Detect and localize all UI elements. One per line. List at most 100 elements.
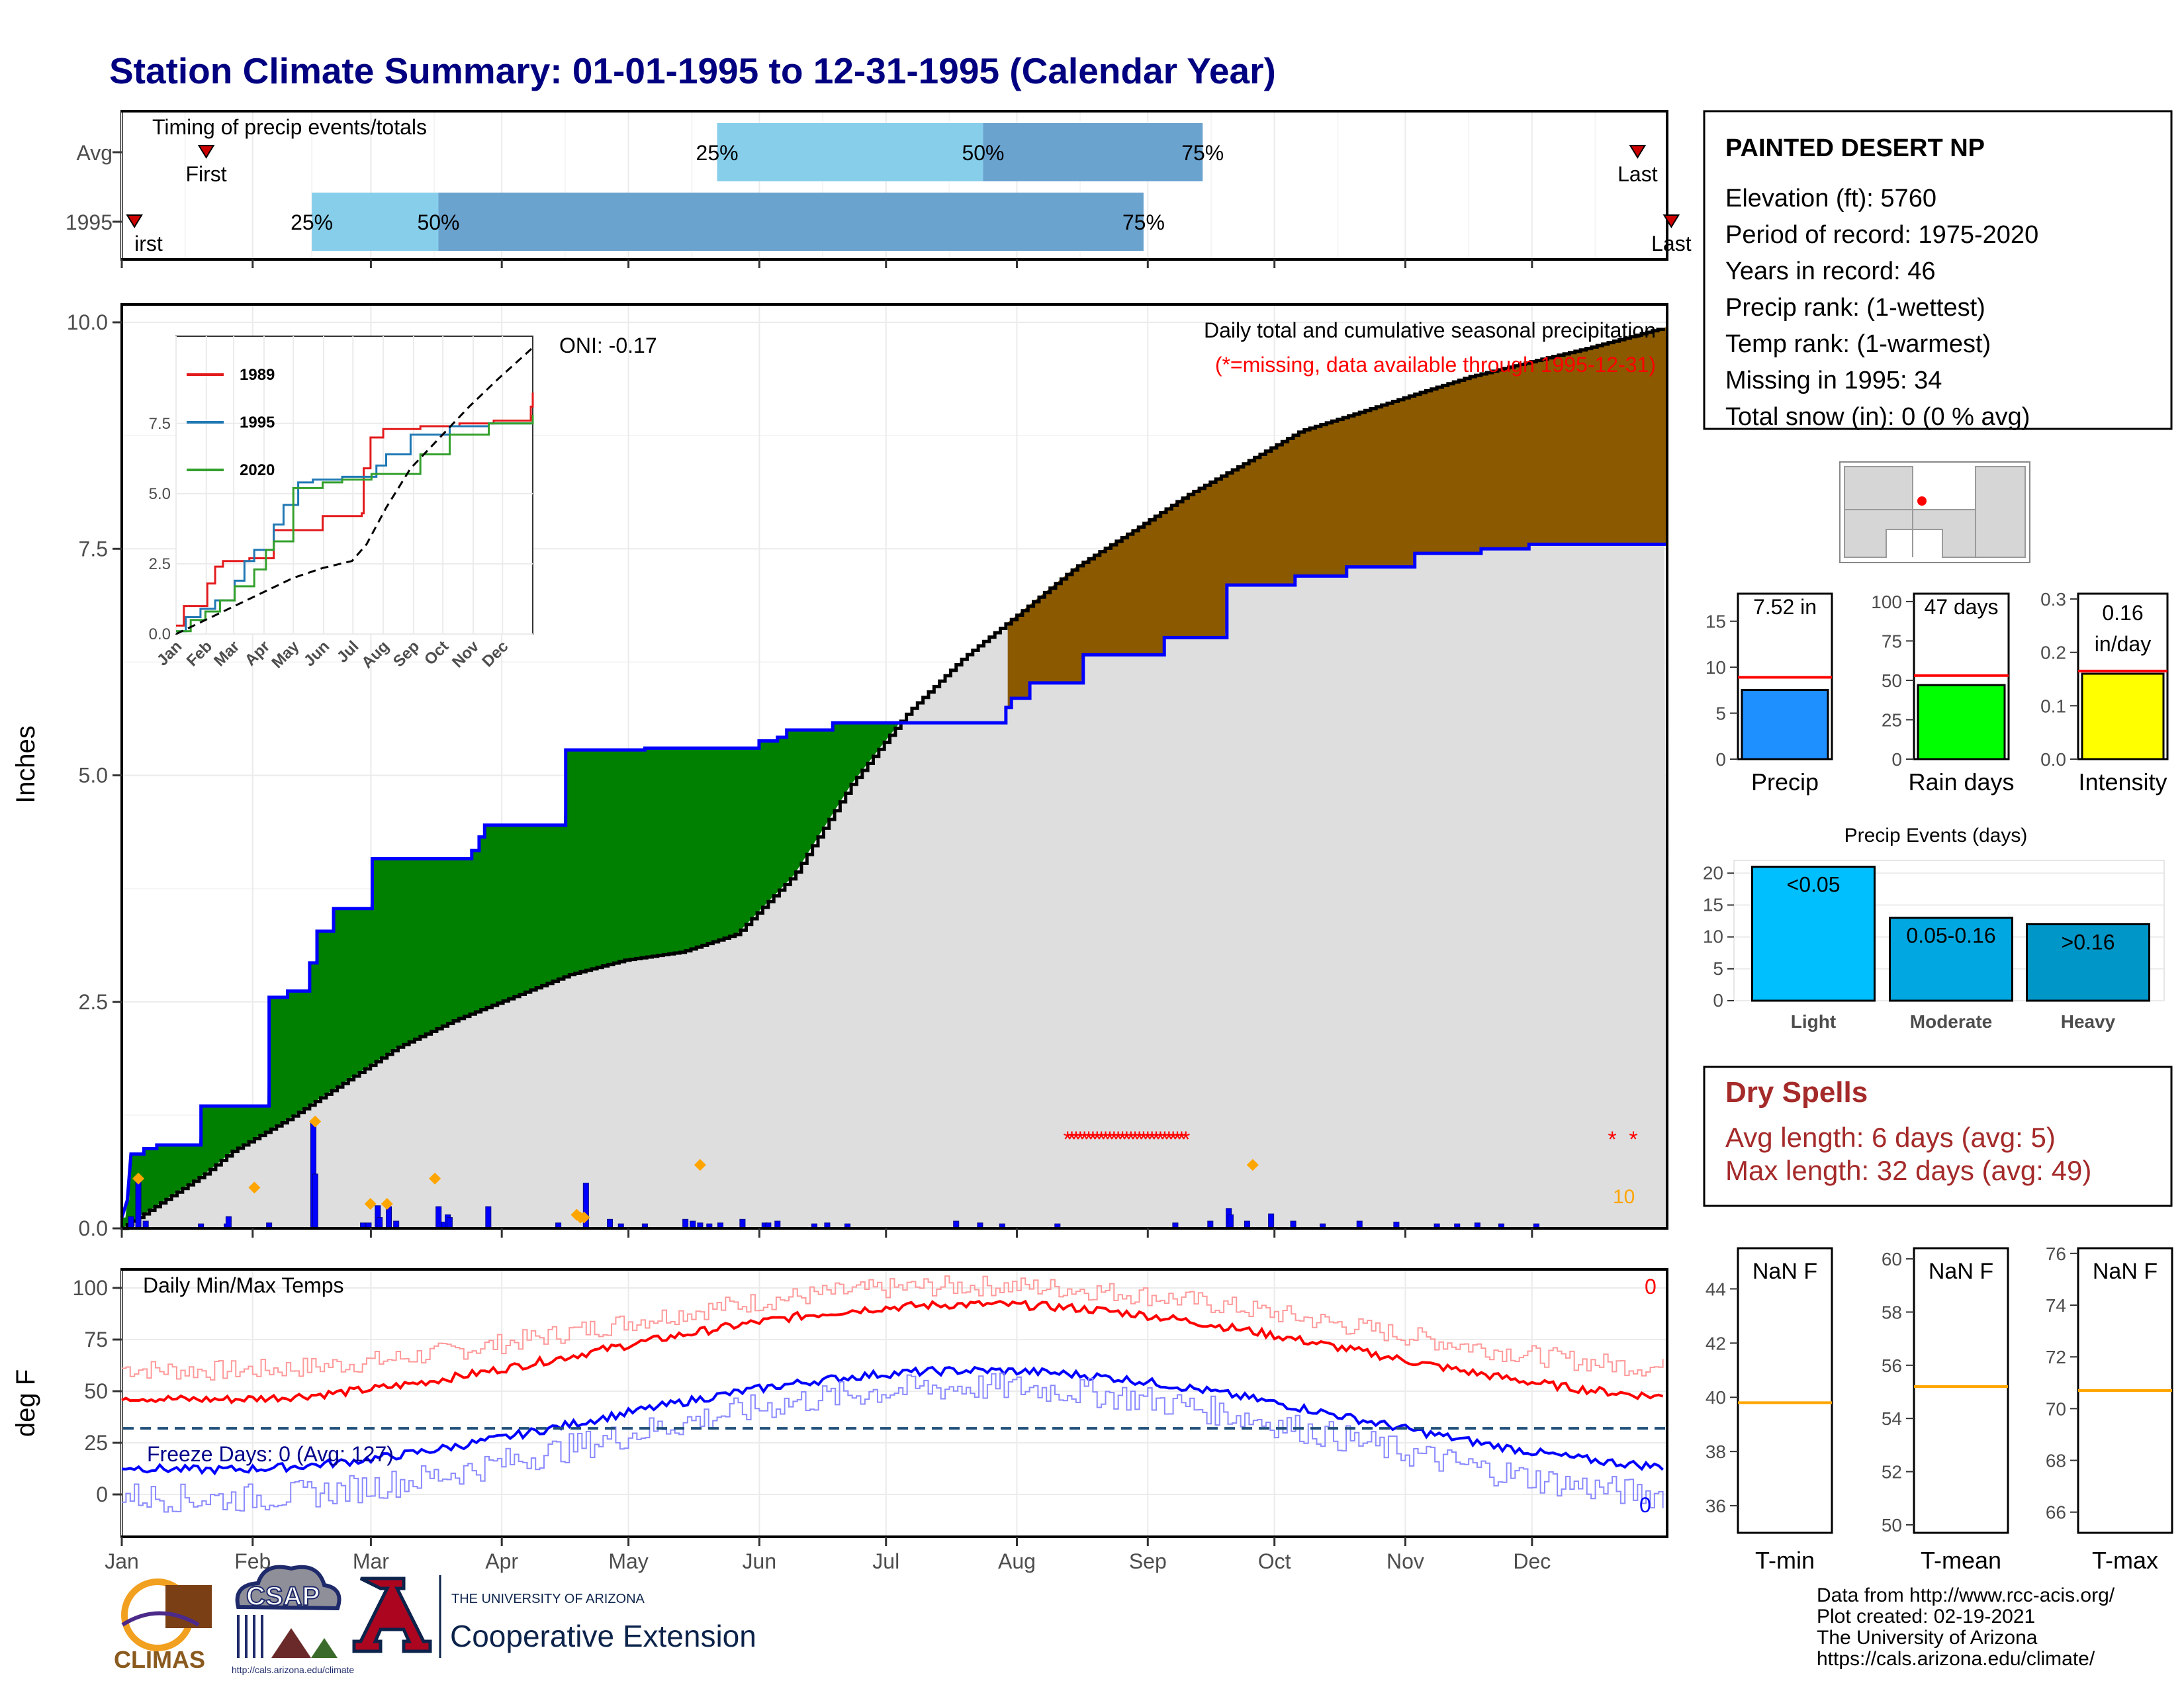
average-max-temp-line xyxy=(121,1299,1664,1404)
footer-credit-line: Data from http://www.rcc-acis.org/ xyxy=(1817,1584,2115,1606)
missing-data-marker: * xyxy=(1063,1127,1071,1152)
missing-data-marker: * xyxy=(1148,1127,1156,1152)
t-box-label: T-mean xyxy=(1921,1547,2001,1574)
temps-ytick-label: 75 xyxy=(84,1328,108,1351)
month-label: May xyxy=(608,1549,648,1573)
events-ytick-label: 10 xyxy=(1703,927,1723,947)
temps-ylabel: deg F xyxy=(11,1369,40,1437)
record-max-temp-line xyxy=(122,1275,1664,1381)
precip-ytick-label: 10 xyxy=(1706,657,1726,678)
first-event-label: irst xyxy=(134,232,163,255)
events-bar-label: <0.05 xyxy=(1787,873,1841,897)
snow-event-marker xyxy=(248,1181,261,1194)
t-box-ytick-label: 72 xyxy=(2046,1347,2066,1367)
station-info-box: PAINTED DESERT NP Elevation (ft): 5760 Pe… xyxy=(1703,110,2173,431)
precip-ytick-label: 7.5 xyxy=(79,537,108,561)
missing-data-marker: * xyxy=(1629,1127,1637,1152)
missing-data-marker: * xyxy=(1126,1127,1135,1152)
daily-precip-bar xyxy=(1227,1214,1234,1229)
events-ytick-label: 15 xyxy=(1703,894,1723,915)
missing-data-marker: * xyxy=(1165,1127,1173,1152)
t-box-ytick-label: 76 xyxy=(2046,1244,2066,1264)
month-label: Oct xyxy=(1258,1549,1291,1573)
freeze-days-label: Freeze Days: 0 (Avg: 127) xyxy=(147,1442,394,1466)
t-box-frame xyxy=(1737,1247,1833,1534)
intensity-label: Intensity xyxy=(2078,768,2167,796)
precip-ylabel: Inches xyxy=(11,725,40,803)
first-event-label: First xyxy=(185,162,226,186)
above-average-area xyxy=(122,723,899,1228)
dry-spells-title: Dry Spells xyxy=(1725,1076,1868,1109)
snow-event-marker xyxy=(132,1172,145,1185)
temps-panel: Daily Min/Max Temps Freeze Days: 0 (Avg:… xyxy=(11,1268,1668,1573)
first-event-marker xyxy=(126,214,143,228)
events-category-label: Heavy xyxy=(2061,1011,2116,1032)
timing-p75-label: 75% xyxy=(1181,141,1224,165)
temps-count-bottom: 0 xyxy=(1639,1493,1651,1517)
timing-bar-50-75 xyxy=(983,123,1203,181)
timing-panel: Timing of precip events/totals Avg 25% 50%… xyxy=(66,110,1692,268)
inset-average-line xyxy=(175,347,534,635)
raindays-value-bar xyxy=(1917,684,2006,760)
missing-data-marker: * xyxy=(1080,1127,1089,1152)
daily-precip-bar xyxy=(128,1216,134,1229)
t-box-value: NaN F xyxy=(2093,1259,2158,1284)
snow-event-marker xyxy=(694,1159,706,1171)
missing-data-marker: * xyxy=(1105,1127,1114,1152)
average-min-temp-line xyxy=(121,1365,1664,1476)
intensity-value-label: 0.16 xyxy=(2102,601,2143,625)
timing-p25-label: 25% xyxy=(696,141,739,165)
t-box-ytick-label: 68 xyxy=(2046,1451,2066,1471)
daily-precip-bar xyxy=(739,1218,746,1229)
missing-data-marker: * xyxy=(1139,1127,1148,1152)
timing-bar-25-50 xyxy=(717,123,983,181)
daily-precip-bar xyxy=(682,1218,689,1229)
daily-precip-bar xyxy=(485,1206,492,1229)
svg-text:CLIMAS: CLIMAS xyxy=(114,1646,205,1673)
raindays-ytick-label: 50 xyxy=(1882,670,1902,691)
last-event-marker xyxy=(1662,214,1680,228)
month-label: Aug xyxy=(998,1549,1036,1573)
missing-data-marker: * xyxy=(1118,1127,1126,1152)
missing-data-marker: * xyxy=(1135,1127,1144,1152)
temps-count-top: 0 xyxy=(1645,1275,1657,1299)
events-title: Precip Events (days) xyxy=(1844,825,2028,846)
month-label: Dec xyxy=(1513,1549,1551,1573)
svg-text:CSAP: CSAP xyxy=(246,1582,320,1611)
dry-spells-box: Dry Spells Avg length: 6 days (avg: 5) M… xyxy=(1703,1066,2173,1207)
t-box-label: T-max xyxy=(2092,1547,2158,1574)
month-label: Nov xyxy=(1387,1549,1424,1573)
events-bar xyxy=(1889,917,2013,1002)
month-label: Mar xyxy=(353,1549,389,1573)
month-label: Jun xyxy=(743,1549,777,1573)
missing-data-marker: * xyxy=(1160,1127,1169,1152)
footer-credit-line: Plot created: 02-19-2021 xyxy=(1817,1606,2035,1627)
daily-precip-bar xyxy=(386,1206,392,1229)
month-label: Feb xyxy=(234,1549,271,1573)
station-info-line: Years in record: 46 xyxy=(1725,257,1936,285)
station-name: PAINTED DESERT NP xyxy=(1725,134,1985,162)
missing-data-marker: * xyxy=(1152,1127,1160,1152)
intensity-value-bar xyxy=(2081,672,2165,760)
t-box-ytick-label: 40 xyxy=(1706,1387,1726,1408)
precip-count-label: 10 xyxy=(1613,1186,1635,1208)
events-bar xyxy=(1751,866,1876,1002)
footer: CLIMAS CSAP http://cals.arizona.edu/clim… xyxy=(114,1565,2115,1675)
temps-ytick-label: 100 xyxy=(73,1276,108,1300)
precip-value-label: 7.52 in xyxy=(1753,595,1817,619)
missing-data-marker: * xyxy=(1156,1127,1165,1152)
t-box-ytick-label: 54 xyxy=(1882,1408,1902,1429)
missing-data-marker: * xyxy=(1131,1127,1140,1152)
t-box-t-mean: 50 52 54 56 58 60 NaN F T-mean xyxy=(1882,1247,2009,1574)
timing-row-label: 1995 xyxy=(66,210,113,234)
inset-frame xyxy=(175,336,533,635)
events-bar xyxy=(2026,923,2150,1002)
observed-cumulative-line xyxy=(120,542,1667,1218)
missing-data-marker: * xyxy=(1076,1127,1085,1152)
events-category-label: Light xyxy=(1791,1011,1836,1032)
intensity-ytick-label: 0.2 xyxy=(2040,643,2066,663)
events-bar-label: >0.16 xyxy=(2062,930,2115,954)
temps-ytick-label: 50 xyxy=(84,1379,108,1403)
missing-data-marker: * xyxy=(1101,1127,1110,1152)
footer-credit-line: https://cals.arizona.edu/climate/ xyxy=(1817,1648,2095,1670)
